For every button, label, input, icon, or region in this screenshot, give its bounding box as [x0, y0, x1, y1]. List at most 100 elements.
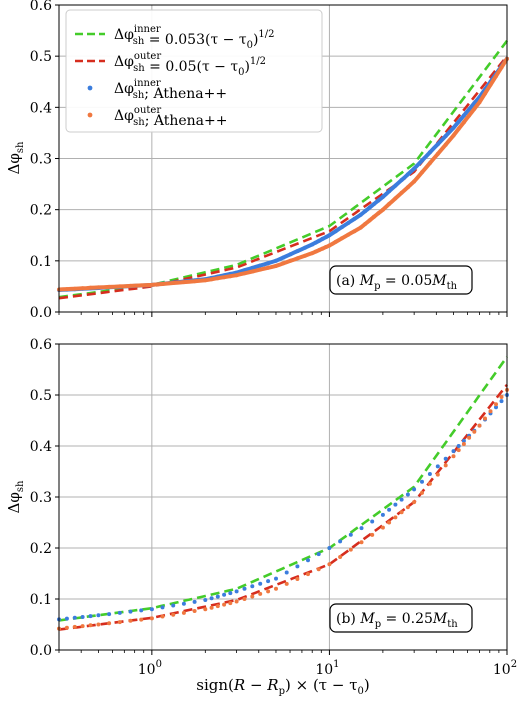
data-point	[316, 567, 321, 572]
series-line-p1-s1	[58, 383, 509, 631]
data-point	[203, 607, 208, 612]
x-tick-label: 100	[138, 659, 162, 678]
y-tick-label: 0.5	[30, 49, 52, 65]
data-point	[338, 539, 343, 544]
data-point	[494, 405, 498, 410]
data-point	[117, 620, 122, 625]
data-point	[427, 472, 432, 476]
series-line-p1-s0	[58, 356, 509, 622]
y-axis-label: Δφsh	[5, 480, 26, 513]
panel-label-box	[329, 603, 473, 633]
y-tick-label: 0.1	[30, 592, 52, 608]
data-point	[380, 512, 385, 517]
data-point	[139, 608, 144, 613]
data-point	[306, 558, 310, 563]
x-axis-label-text: sign(R − Rp) × (τ − τ0)	[196, 676, 369, 697]
data-point	[370, 532, 375, 537]
data-point	[443, 463, 448, 468]
data-point	[234, 589, 239, 594]
series-line-p0-s5	[58, 57, 509, 292]
data-point	[160, 614, 165, 619]
data-point	[420, 479, 424, 484]
data-point	[250, 594, 255, 599]
data-point	[451, 454, 456, 459]
data-point	[405, 492, 410, 497]
data-point	[107, 621, 112, 626]
data-point	[412, 487, 417, 492]
y-tick-label: 0.3	[30, 152, 52, 168]
data-point	[96, 622, 101, 627]
data-point	[209, 605, 214, 610]
data-point	[80, 615, 85, 619]
data-point	[456, 444, 461, 448]
data-point	[234, 599, 239, 604]
data-point	[467, 435, 472, 440]
x-axis-label: sign(R − Rp) × (τ − τ0)	[196, 676, 369, 697]
data-point	[192, 599, 197, 604]
data-point	[306, 572, 310, 577]
data-point	[387, 507, 392, 512]
data-point	[348, 532, 353, 537]
panel-label-box	[329, 265, 473, 295]
data-point	[128, 618, 133, 623]
data-point	[494, 402, 498, 407]
data-point	[72, 615, 77, 620]
data-point	[327, 546, 332, 550]
data-point	[117, 610, 122, 615]
data-point	[88, 623, 93, 628]
data-point	[488, 409, 493, 414]
data-point	[359, 540, 364, 545]
y-tick-label: 0.2	[30, 203, 52, 219]
data-point	[149, 616, 154, 621]
y-tick-label: 0.6	[30, 337, 52, 353]
y-tick-label: 0.6	[30, 0, 52, 14]
data-point	[370, 519, 375, 524]
data-point	[192, 609, 197, 613]
y-tick-label: 0.2	[30, 541, 52, 557]
y-tick-label: 0.4	[30, 439, 52, 455]
data-point	[443, 456, 448, 461]
data-point	[393, 502, 398, 507]
data-point	[435, 472, 440, 477]
data-point	[258, 591, 263, 596]
x-tick-label: 102	[493, 659, 517, 678]
data-point	[203, 598, 208, 602]
data-point	[348, 547, 353, 552]
y-tick-label: 0.0	[30, 643, 52, 659]
data-point	[209, 596, 214, 601]
data-point	[228, 601, 233, 606]
data-point	[451, 449, 456, 454]
data-point	[427, 481, 432, 486]
data-point	[472, 429, 477, 434]
data-point	[80, 624, 85, 629]
data-point	[171, 612, 176, 617]
data-point	[222, 602, 227, 607]
legend-swatch	[87, 112, 93, 118]
data-point	[393, 515, 398, 520]
y-tick-label: 0.5	[30, 388, 52, 404]
y-tick-label: 0.3	[30, 490, 52, 506]
y-tick-label: 0.4	[30, 100, 52, 116]
data-point	[64, 625, 69, 630]
y-axis-label: Δφsh	[5, 141, 26, 174]
legend-box	[65, 9, 323, 133]
legend-entry: Δφouter sh; Athena++	[114, 105, 227, 129]
data-point	[96, 613, 101, 618]
data-point	[149, 607, 154, 612]
data-point	[128, 609, 133, 614]
data-point	[327, 562, 332, 567]
y-axis-labels: Δφsh Δφsh	[5, 141, 26, 513]
data-point	[222, 592, 227, 597]
panel-label: (a) Mp = 0.05Mth	[336, 273, 458, 292]
data-point	[412, 500, 417, 505]
data-point	[456, 448, 461, 453]
data-point	[295, 577, 300, 581]
data-point	[316, 552, 321, 557]
data-point	[499, 399, 504, 404]
y-tick-label: 0.0	[30, 305, 52, 321]
data-point	[274, 576, 278, 581]
panel-label: (b) Mp = 0.25Mth	[336, 611, 458, 630]
data-point	[359, 526, 364, 531]
